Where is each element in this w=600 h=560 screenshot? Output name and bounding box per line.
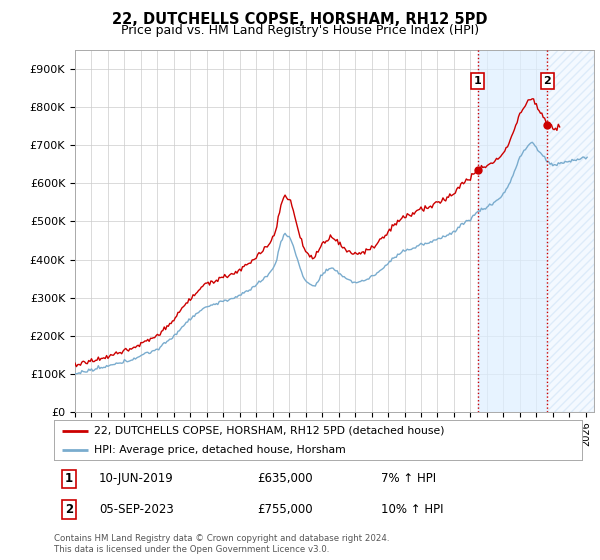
Text: Contains HM Land Registry data © Crown copyright and database right 2024.
This d: Contains HM Land Registry data © Crown c… bbox=[54, 534, 389, 554]
Text: 2: 2 bbox=[65, 503, 73, 516]
Bar bbox=[547, 50, 594, 412]
Bar bbox=[478, 50, 547, 412]
Text: 7% ↑ HPI: 7% ↑ HPI bbox=[382, 473, 436, 486]
Text: Price paid vs. HM Land Registry's House Price Index (HPI): Price paid vs. HM Land Registry's House … bbox=[121, 24, 479, 36]
Text: 1: 1 bbox=[65, 473, 73, 486]
Text: 05-SEP-2023: 05-SEP-2023 bbox=[99, 503, 173, 516]
Bar bbox=[547, 50, 594, 412]
Text: HPI: Average price, detached house, Horsham: HPI: Average price, detached house, Hors… bbox=[94, 445, 346, 455]
Text: 22, DUTCHELLS COPSE, HORSHAM, RH12 5PD (detached house): 22, DUTCHELLS COPSE, HORSHAM, RH12 5PD (… bbox=[94, 426, 444, 436]
Text: 10-JUN-2019: 10-JUN-2019 bbox=[99, 473, 173, 486]
Text: 2: 2 bbox=[544, 76, 551, 86]
Text: 22, DUTCHELLS COPSE, HORSHAM, RH12 5PD: 22, DUTCHELLS COPSE, HORSHAM, RH12 5PD bbox=[112, 12, 488, 27]
Text: £755,000: £755,000 bbox=[257, 503, 313, 516]
Text: £635,000: £635,000 bbox=[257, 473, 313, 486]
Text: 1: 1 bbox=[474, 76, 482, 86]
Text: 10% ↑ HPI: 10% ↑ HPI bbox=[382, 503, 444, 516]
